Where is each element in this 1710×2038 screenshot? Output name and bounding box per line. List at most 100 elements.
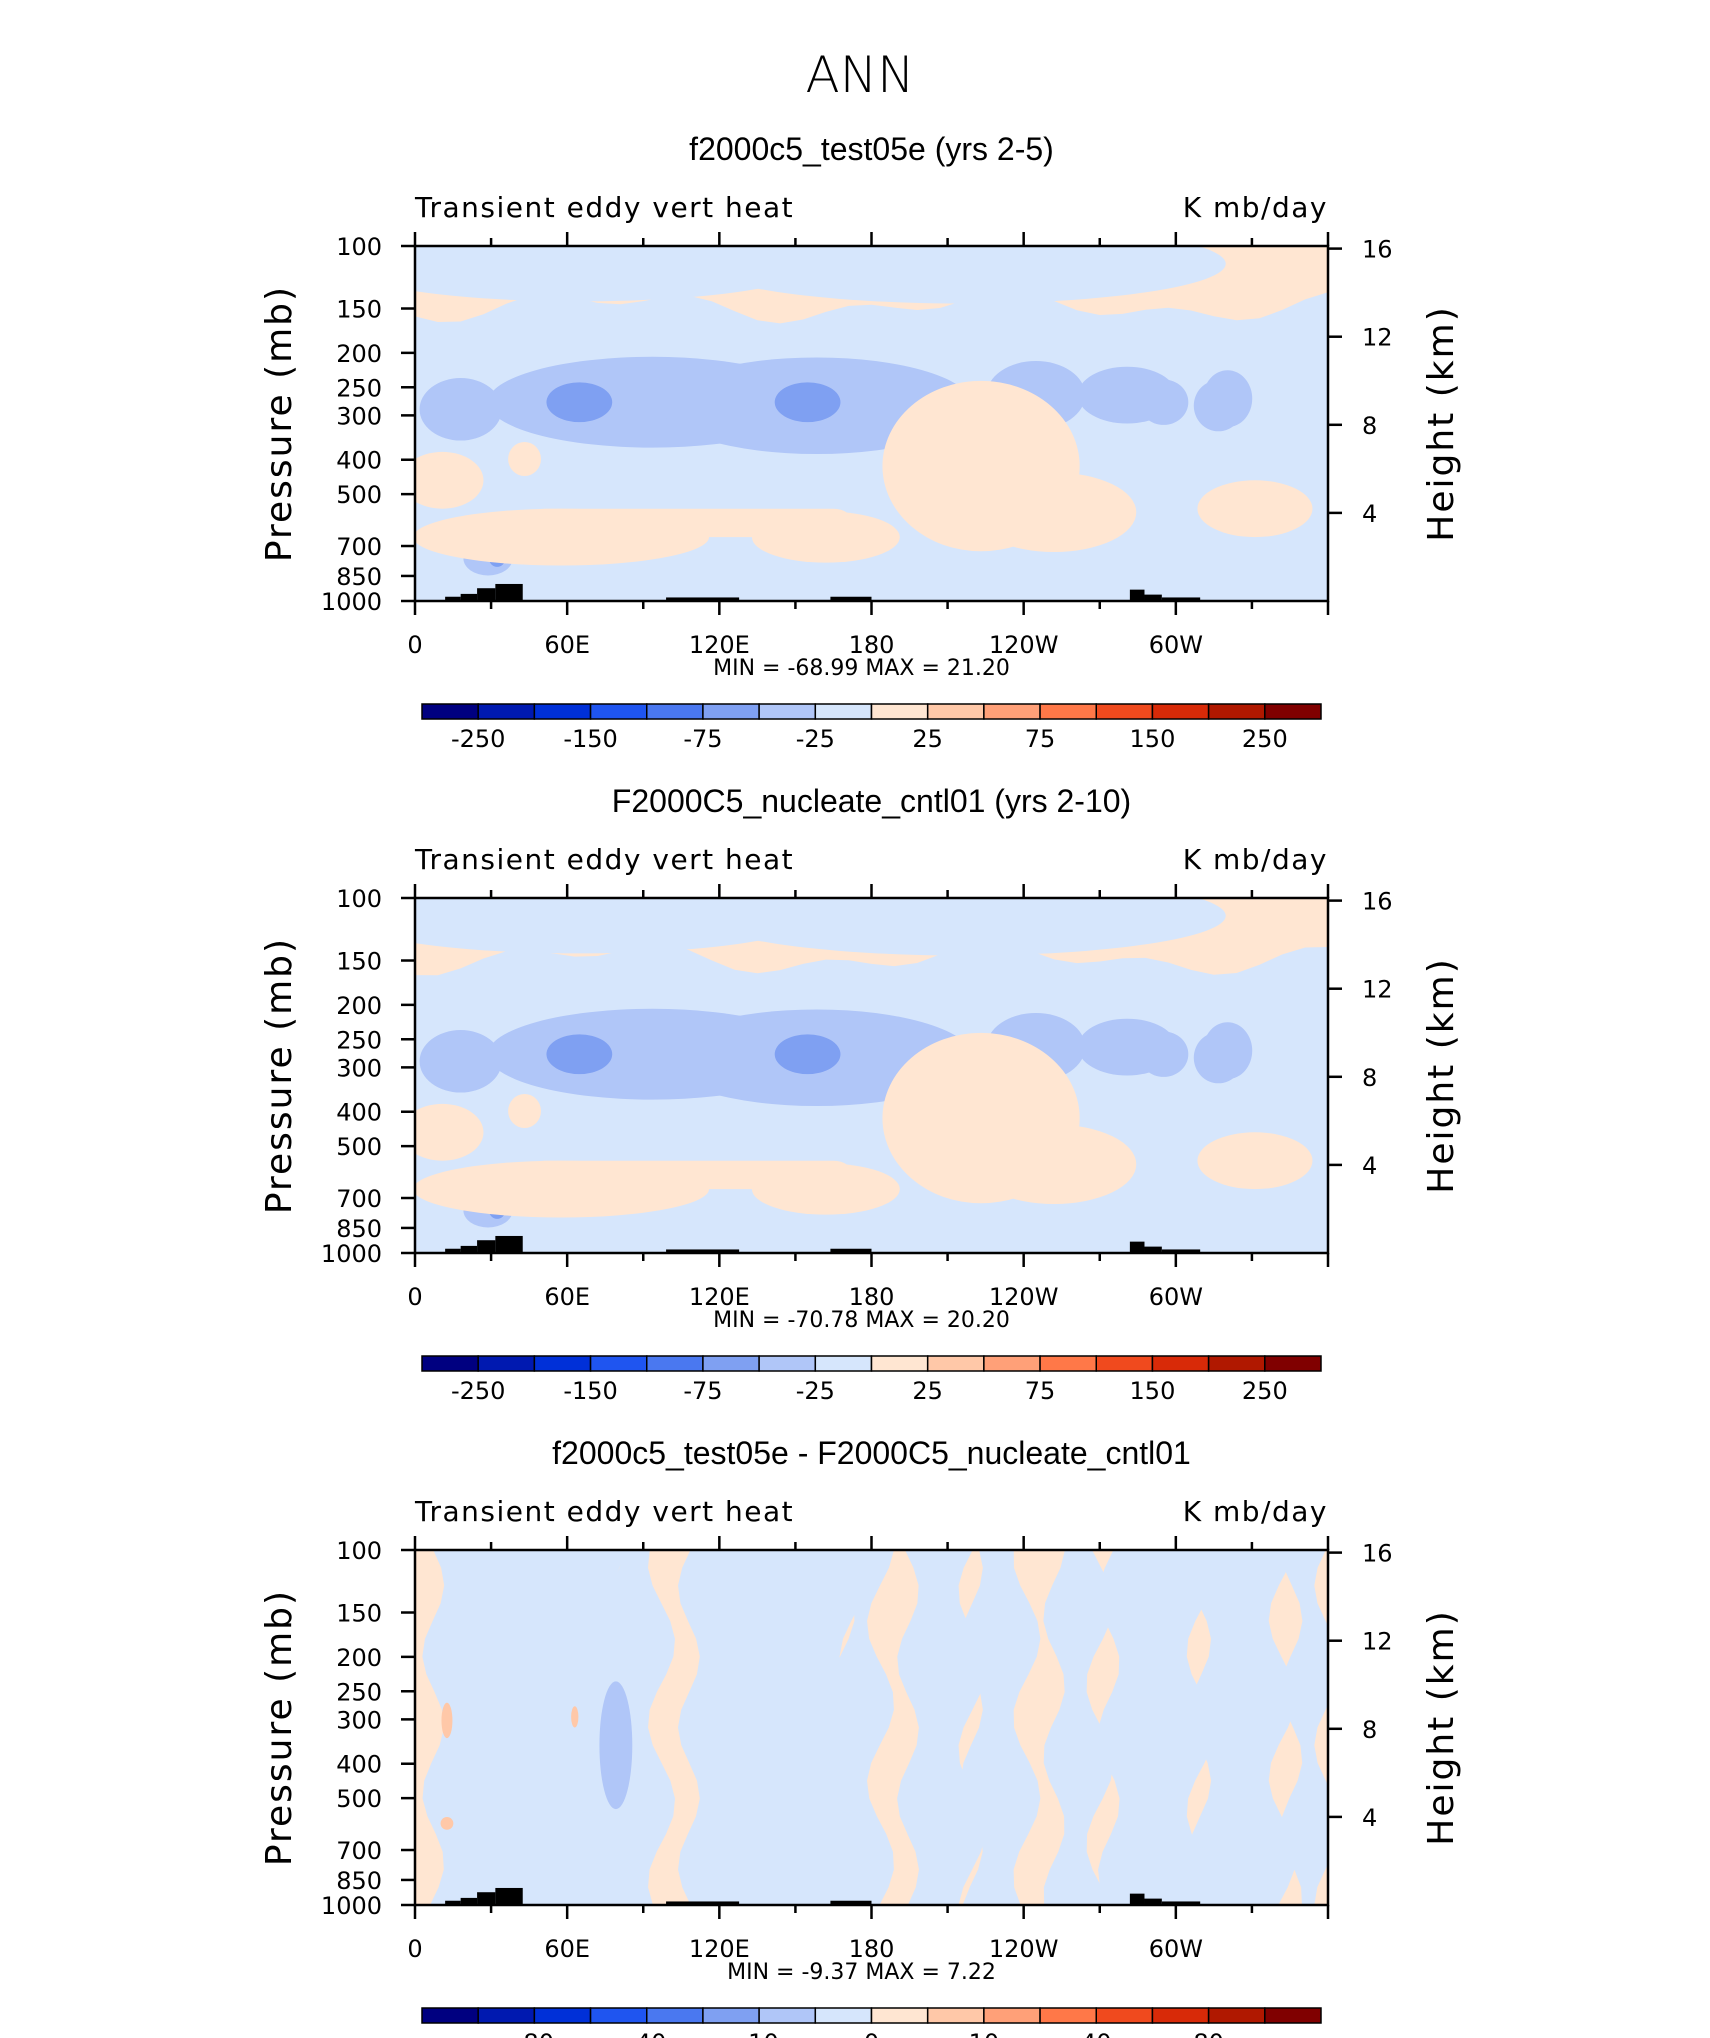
- y-tick-label: 300: [336, 402, 382, 430]
- colorbar-label: 150: [1130, 1377, 1176, 1405]
- topography: [445, 596, 461, 601]
- min-max-stats: MIN = -70.78 MAX = 20.20: [713, 1308, 1010, 1333]
- x-tick-label: 180: [849, 1935, 895, 1963]
- colorbar-cell: [477, 2007, 536, 2024]
- y-tick-label: 200: [336, 1644, 382, 1672]
- topography: [495, 1235, 523, 1253]
- y-tick-label: 150: [336, 948, 382, 976]
- x-tick-label: 120W: [989, 631, 1059, 659]
- contour-region: [1197, 480, 1313, 538]
- contour-field: [415, 246, 1328, 601]
- right-tick-label: 4: [1362, 500, 1377, 528]
- contour-region: [415, 1103, 484, 1161]
- colorbar-label: -80: [515, 2029, 554, 2038]
- colorbar-cell: [1039, 1355, 1097, 1372]
- colorbar-cell: [1151, 1355, 1210, 1372]
- topography: [666, 597, 740, 601]
- y-tick-label: 150: [336, 296, 382, 324]
- colorbar-label: -10: [740, 2029, 779, 2038]
- colorbar: -250 -150 -75 -25 25 75 150 250: [421, 1355, 1322, 1405]
- colorbar-label: 150: [1130, 725, 1176, 753]
- contour-region: [508, 441, 541, 477]
- figure-title: ANN: [805, 46, 914, 104]
- x-tick-label: 0: [407, 1935, 422, 1963]
- colorbar-cell: [926, 1355, 985, 1372]
- colorbar-cell: [814, 1355, 873, 1372]
- contour-region: [524, 1160, 854, 1190]
- y-tick-label: 250: [336, 374, 382, 402]
- y-tick-label: 150: [336, 1600, 382, 1628]
- colorbar-label: -75: [683, 725, 722, 753]
- y-tick-label: 250: [336, 1678, 382, 1706]
- colorbar-cell: [1264, 703, 1322, 720]
- topography: [1144, 1898, 1162, 1905]
- contour-region: [441, 1702, 453, 1739]
- contour-region: [546, 382, 613, 423]
- colorbar-cell: [533, 703, 592, 720]
- contour-region: [1193, 1032, 1244, 1084]
- y-tick-label: 400: [336, 1751, 382, 1779]
- left-string: Transient eddy vert heat: [414, 1495, 794, 1528]
- colorbar-label: 0: [864, 2029, 879, 2038]
- colorbar-cell: [983, 2007, 1041, 2024]
- colorbar-cell: [1264, 1355, 1322, 1372]
- topography: [477, 1240, 496, 1253]
- right-axis-label: Height (km): [1421, 305, 1462, 541]
- y-tick-label: 500: [336, 1785, 382, 1813]
- right-tick-label: 16: [1362, 1540, 1393, 1568]
- colorbar-cell: [1095, 1355, 1154, 1372]
- contour-region: [1139, 379, 1189, 425]
- topography: [460, 1897, 478, 1905]
- colorbar-label: -250: [451, 1377, 505, 1405]
- colorbar-cell: [646, 1355, 704, 1372]
- colorbar-cell: [870, 1355, 929, 1372]
- y-tick-label: 700: [336, 533, 382, 561]
- colorbar-cell: [1207, 2007, 1266, 2024]
- y-tick-label: 100: [336, 1537, 382, 1565]
- y-tick-label: 400: [336, 447, 382, 475]
- right-tick-label: 8: [1362, 1064, 1377, 1092]
- colorbar-cell: [814, 2007, 873, 2024]
- colorbar-label: 75: [1025, 725, 1056, 753]
- colorbar-cell: [702, 2007, 760, 2024]
- colorbar-cell: [1151, 2007, 1210, 2024]
- y-axis-label: Pressure (mb): [259, 285, 300, 562]
- colorbar-cell: [870, 2007, 929, 2024]
- colorbar: -250 -150 -75 -25 25 75 150 250: [421, 703, 1322, 753]
- contour-region: [1193, 380, 1244, 432]
- colorbar-cell: [421, 1355, 479, 1372]
- topography: [477, 588, 496, 601]
- topography: [666, 1249, 740, 1253]
- left-string: Transient eddy vert heat: [414, 843, 794, 876]
- colorbar-cell: [589, 1355, 648, 1372]
- y-tick-label: 1000: [321, 1240, 382, 1268]
- colorbar-cell: [814, 703, 873, 720]
- topography: [495, 583, 523, 601]
- contour-region: [508, 1093, 541, 1129]
- topography: [1144, 594, 1162, 601]
- colorbar-cell: [589, 2007, 648, 2024]
- x-tick-label: 60E: [544, 1935, 590, 1963]
- colorbar-cell: [421, 703, 479, 720]
- panel-title: f2000c5_test05e (yrs 2-5): [689, 131, 1054, 167]
- contour-region: [833, 1550, 895, 1905]
- colorbar-cell: [926, 2007, 985, 2024]
- colorbar-cell: [1207, 703, 1266, 720]
- x-tick-label: 180: [849, 631, 895, 659]
- topography: [445, 1248, 461, 1253]
- x-tick-label: 120W: [989, 1935, 1059, 1963]
- colorbar-cell: [983, 1355, 1041, 1372]
- x-tick-label: 60E: [544, 1283, 590, 1311]
- contour-region: [971, 472, 1137, 553]
- right-tick-label: 12: [1362, 976, 1393, 1004]
- colorbar-cell: [477, 703, 536, 720]
- colorbar-cell: [702, 703, 760, 720]
- right-tick-label: 12: [1362, 1628, 1393, 1656]
- contour-region: [774, 382, 841, 423]
- y-tick-label: 300: [336, 1054, 382, 1082]
- colorbar-label: -150: [563, 1377, 617, 1405]
- right-string: K mb/day: [1183, 191, 1328, 224]
- contour-field: [415, 1550, 1328, 1905]
- y-tick-label: 1000: [321, 588, 382, 616]
- contour-region: [604, 1550, 676, 1905]
